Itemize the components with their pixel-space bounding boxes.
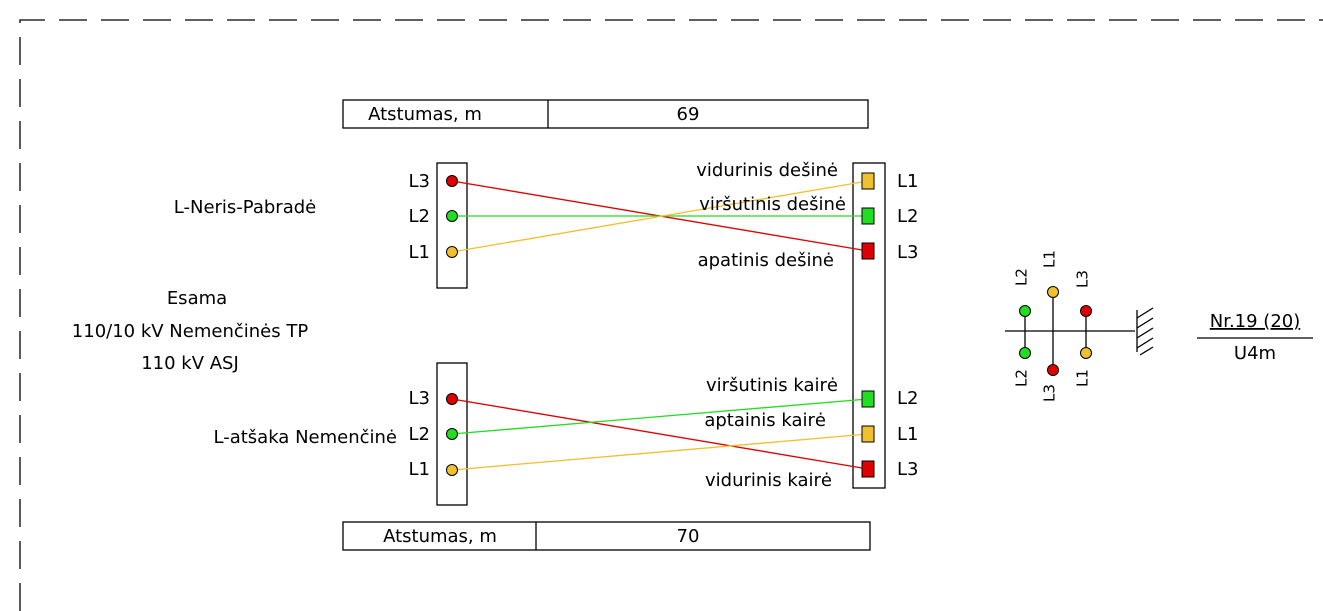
pole-label: L3 xyxy=(1074,270,1092,288)
phase-label: L3 xyxy=(409,171,430,192)
position-label: viršutinis kairė xyxy=(706,375,838,396)
phase-square xyxy=(861,242,875,260)
phase-dot xyxy=(446,464,458,476)
table-value: 70 xyxy=(677,526,700,547)
pole-label: L2 xyxy=(1013,369,1031,387)
phase-label: L1 xyxy=(409,242,430,263)
pole-dot xyxy=(1019,305,1031,317)
frame xyxy=(19,19,1323,611)
connection xyxy=(451,180,869,253)
connection xyxy=(451,398,869,435)
phase-box xyxy=(436,362,468,506)
pole-dot xyxy=(1080,305,1092,317)
target-box xyxy=(852,162,886,489)
phase-label: L2 xyxy=(409,424,430,445)
phase-square xyxy=(861,390,875,408)
line-name: L-Neris-Pabradė xyxy=(174,197,316,218)
phase-label: L3 xyxy=(409,388,430,409)
phase-label: L1 xyxy=(409,459,430,480)
phase-dot xyxy=(446,393,458,405)
phase-label: L1 xyxy=(897,424,918,445)
pole-dot xyxy=(1080,347,1092,359)
connections xyxy=(451,180,869,471)
connection xyxy=(451,433,869,471)
position-label: aptainis kairė xyxy=(704,410,826,431)
phase-square xyxy=(861,172,875,190)
source-label: 110/10 kV Nemenčinės TP xyxy=(72,321,309,342)
ground-hatch xyxy=(1136,307,1154,356)
phase-label: L2 xyxy=(409,206,430,227)
pole-label: L1 xyxy=(1074,369,1092,387)
phase-label: L3 xyxy=(897,459,918,480)
position-label: vidurinis kairė xyxy=(705,470,832,491)
position-label: vidurinis dešinė xyxy=(696,160,838,181)
phase-box xyxy=(436,162,468,289)
source-label: Esama xyxy=(167,288,227,309)
pole-type: U4m xyxy=(1234,343,1276,364)
pole-number: Nr.19 (20) xyxy=(1210,311,1301,332)
phase-dot xyxy=(446,210,458,222)
position-label: apatinis dešinė xyxy=(698,250,834,271)
phase-square xyxy=(861,460,875,478)
pole-label: L2 xyxy=(1013,268,1031,286)
phase-square xyxy=(861,207,875,225)
phase-dot xyxy=(446,246,458,258)
pole-label: L1 xyxy=(1041,250,1059,268)
position-label: viršutinis dešinė xyxy=(699,194,846,215)
phase-label: L3 xyxy=(897,242,918,263)
phase-dot xyxy=(446,175,458,187)
table-label: Atstumas, m xyxy=(383,526,497,547)
pole-dot xyxy=(1019,347,1031,359)
distance-table xyxy=(342,99,869,129)
source-label: 110 kV ASJ xyxy=(141,353,239,374)
distance-table xyxy=(342,521,871,551)
pole-label: L3 xyxy=(1041,384,1059,402)
phase-square xyxy=(861,425,875,443)
phase-label: L2 xyxy=(897,388,918,409)
pole-dot xyxy=(1047,364,1059,376)
table-label: Atstumas, m xyxy=(368,104,482,125)
phase-dot xyxy=(446,428,458,440)
phase-label: L1 xyxy=(897,171,918,192)
pole xyxy=(1005,292,1154,370)
line-name: L-atšaka Nemenčinė xyxy=(214,427,398,448)
connection xyxy=(451,398,869,470)
table-value: 69 xyxy=(677,104,700,125)
pole-dot xyxy=(1047,286,1059,298)
phase-label: L2 xyxy=(897,206,918,227)
